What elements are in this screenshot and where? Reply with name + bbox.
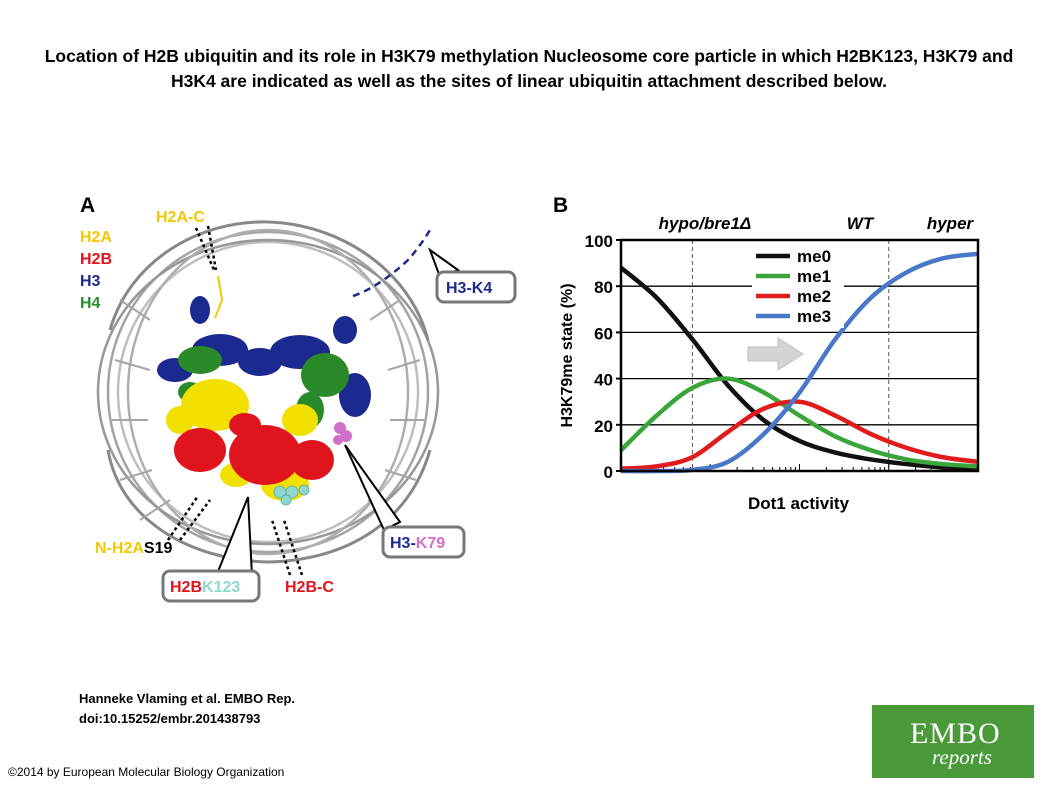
logo-line-1: EMBO — [910, 717, 1001, 750]
citation-line-2: doi:10.15252/embr.201438793 — [79, 711, 261, 726]
logo-line-2: reports — [932, 745, 992, 769]
y-axis-label: H3K79me state (%) — [559, 283, 576, 427]
y-tick-label-100: 100 — [585, 232, 613, 251]
embo-reports-logo: EMBO reports — [872, 705, 1034, 778]
citation-line-1: Hanneke Vlaming et al. EMBO Rep. — [79, 691, 295, 706]
plot-frame — [619, 238, 980, 473]
y-tick-label-0: 0 — [604, 463, 613, 482]
legend-h3: H3 — [80, 273, 101, 290]
h3-k79-box — [381, 525, 466, 559]
y-tick-label-20: 20 — [594, 417, 613, 436]
legend-h2a: H2A — [80, 229, 112, 246]
n-h2a-dotted-pointer — [166, 495, 211, 541]
h2b-c-dotted-pointer — [270, 519, 304, 576]
legend-label-me3: me3 — [797, 307, 831, 326]
top-label-hypo: hypo/bre1Δ — [659, 214, 752, 233]
label-h2b-k123: H2BK123 — [170, 579, 240, 596]
label-h3-k79: H3-K79 — [390, 535, 445, 552]
methylation-chart: 0 20 40 60 80 100 H3K79me state (%) Dot1 activi… — [559, 232, 980, 513]
legend-label-me2: me2 — [797, 287, 831, 306]
series-line-me0 — [619, 265, 979, 473]
page-title: Location of H2B ubiquitin and its role i… — [44, 46, 1014, 91]
x-axis-label: Dot1 activity — [748, 494, 850, 513]
nucleosome-structure — [96, 220, 440, 564]
panel-a-legend: H2A H2B H3 H4 — [80, 229, 112, 312]
legend-label-me1: me1 — [797, 267, 831, 286]
label-n-h2a-s19: N-H2AS19 — [95, 540, 172, 557]
top-label-hyper: hyper — [927, 214, 975, 233]
h2b-k123-box — [161, 569, 261, 603]
y-tick-label-80: 80 — [594, 278, 613, 297]
h3-k79-pointer — [344, 444, 402, 532]
legend-h4: H4 — [80, 295, 101, 312]
label-h2a-c: H2A-C — [156, 209, 205, 226]
label-h2b-c: H2B-C — [285, 579, 334, 596]
series-line-me1 — [619, 376, 979, 469]
panel-b-letter: B — [553, 194, 568, 217]
series-line-me2 — [620, 399, 979, 471]
copyright: ©2014 by European Molecular Biology Orga… — [8, 765, 285, 779]
legend-h2b: H2B — [80, 251, 112, 268]
panel-b-top-labels: hypo/bre1Δ WT hyper — [659, 214, 975, 233]
legend-label-me0: me0 — [797, 247, 831, 266]
h3-k4-box — [435, 270, 517, 304]
y-tick-label-60: 60 — [594, 324, 613, 343]
panel-a-letter: A — [80, 194, 95, 217]
figure: A H2A H2B H3 H4 — [80, 194, 980, 603]
citation: Hanneke Vlaming et al. EMBO Rep. doi:10.… — [79, 689, 295, 729]
label-h3-k4: H3-K4 — [446, 280, 492, 297]
y-tick-label-40: 40 — [594, 371, 613, 390]
h2b-k123-pointer — [215, 496, 254, 578]
h2a-c-dotted-pointer — [194, 225, 218, 271]
direction-arrow — [747, 337, 804, 371]
top-label-wt: WT — [847, 214, 875, 233]
